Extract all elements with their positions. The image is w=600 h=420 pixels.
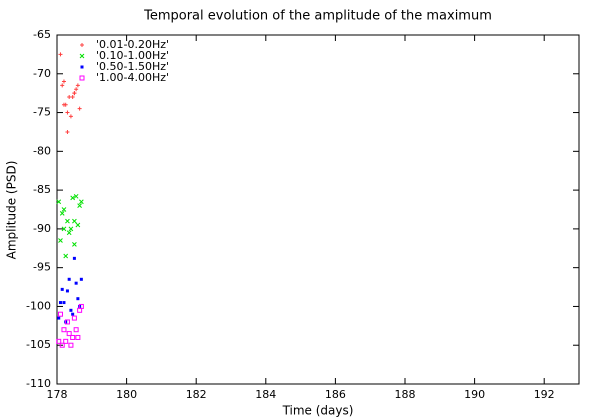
data-point <box>76 297 80 301</box>
y-tick-label: -100 <box>26 299 51 312</box>
y-tick-label: -105 <box>26 338 51 351</box>
data-point <box>63 102 68 107</box>
data-point <box>58 238 63 243</box>
data-point <box>71 315 77 321</box>
data-point <box>61 207 67 212</box>
data-point <box>60 83 65 88</box>
data-point <box>59 342 65 348</box>
data-point <box>56 338 62 344</box>
data-point <box>65 129 70 134</box>
data-point <box>68 114 73 119</box>
chart-title: Temporal evolution of the amplitude of t… <box>143 9 492 24</box>
legend-marker <box>80 65 84 69</box>
data-point <box>61 226 67 232</box>
data-point <box>63 253 69 259</box>
legend-marker <box>79 75 85 81</box>
data-point <box>70 95 75 100</box>
legend-marker <box>80 43 84 47</box>
data-point <box>69 308 73 312</box>
plot-frame <box>56 34 580 385</box>
y-tick-label: -110 <box>26 377 51 390</box>
data-point <box>65 218 70 224</box>
data-point <box>67 95 72 100</box>
data-point <box>58 52 63 57</box>
data-point <box>79 199 84 205</box>
legend-label: '0.01-0.20Hz' <box>96 38 169 51</box>
legend-label: '1.00-4.00Hz' <box>96 71 169 84</box>
data-point <box>78 303 84 309</box>
y-tick-label: -90 <box>33 222 51 235</box>
x-tick-label: 184 <box>255 388 276 401</box>
data-point <box>75 334 81 340</box>
data-point <box>73 327 79 333</box>
data-point <box>61 327 67 333</box>
data-point <box>62 301 66 305</box>
x-tick-label: 180 <box>116 388 137 401</box>
data-point <box>59 211 65 216</box>
data-point <box>79 277 83 281</box>
data-point <box>74 281 78 285</box>
data-point <box>72 256 76 260</box>
data-point <box>66 230 72 236</box>
data-point <box>57 311 63 317</box>
y-tick-label: -65 <box>33 28 51 41</box>
y-tick-label: -70 <box>33 67 51 80</box>
data-point <box>77 106 82 111</box>
data-point <box>73 193 79 199</box>
x-axis-label: Time (days) <box>282 404 354 418</box>
data-point <box>70 334 76 340</box>
y-tick-label: -75 <box>33 106 51 119</box>
legend-label: '0.50-1.50Hz' <box>96 60 169 73</box>
data-point <box>72 218 77 224</box>
x-tick-label: 182 <box>186 388 207 401</box>
data-point <box>70 195 76 201</box>
data-point <box>63 338 69 344</box>
data-point <box>68 226 74 232</box>
y-axis-label: Amplitude (PSD) <box>5 161 19 260</box>
x-tick-label: 178 <box>47 388 68 401</box>
data-point <box>65 289 69 293</box>
data-point <box>66 331 72 337</box>
x-tick-label: 188 <box>395 388 416 401</box>
data-point <box>60 287 64 291</box>
data-point <box>61 79 66 84</box>
data-point <box>75 83 80 88</box>
data-point <box>56 199 62 205</box>
y-tick-label: -80 <box>33 144 51 157</box>
x-tick-label: 190 <box>464 388 485 401</box>
data-point <box>57 316 61 320</box>
data-point <box>68 342 74 348</box>
y-tick-label: -85 <box>33 183 51 196</box>
data-point <box>64 319 70 325</box>
y-tick-label: -95 <box>33 261 51 274</box>
data-point <box>72 242 77 247</box>
data-point <box>77 203 82 208</box>
data-point <box>72 91 77 96</box>
data-point <box>71 312 75 316</box>
data-point <box>58 301 62 305</box>
legend-marker <box>79 53 85 59</box>
x-tick-label: 186 <box>325 388 346 401</box>
data-point <box>74 87 79 92</box>
data-point <box>75 222 81 228</box>
legend-label: '0.10-1.00Hz' <box>96 49 169 62</box>
x-tick-label: 192 <box>534 388 555 401</box>
data-point <box>67 277 71 281</box>
data-point <box>65 110 70 115</box>
